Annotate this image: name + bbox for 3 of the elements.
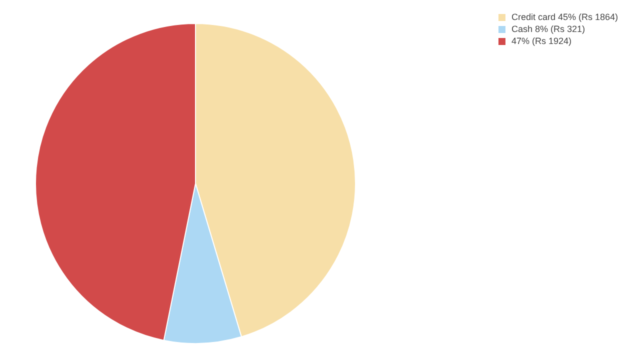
legend-label: Credit card 45% (Rs 1864) (511, 12, 618, 22)
legend-label: Cash 8% (Rs 321) (511, 24, 585, 34)
legend-label: 47% (Rs 1924) (511, 36, 572, 46)
